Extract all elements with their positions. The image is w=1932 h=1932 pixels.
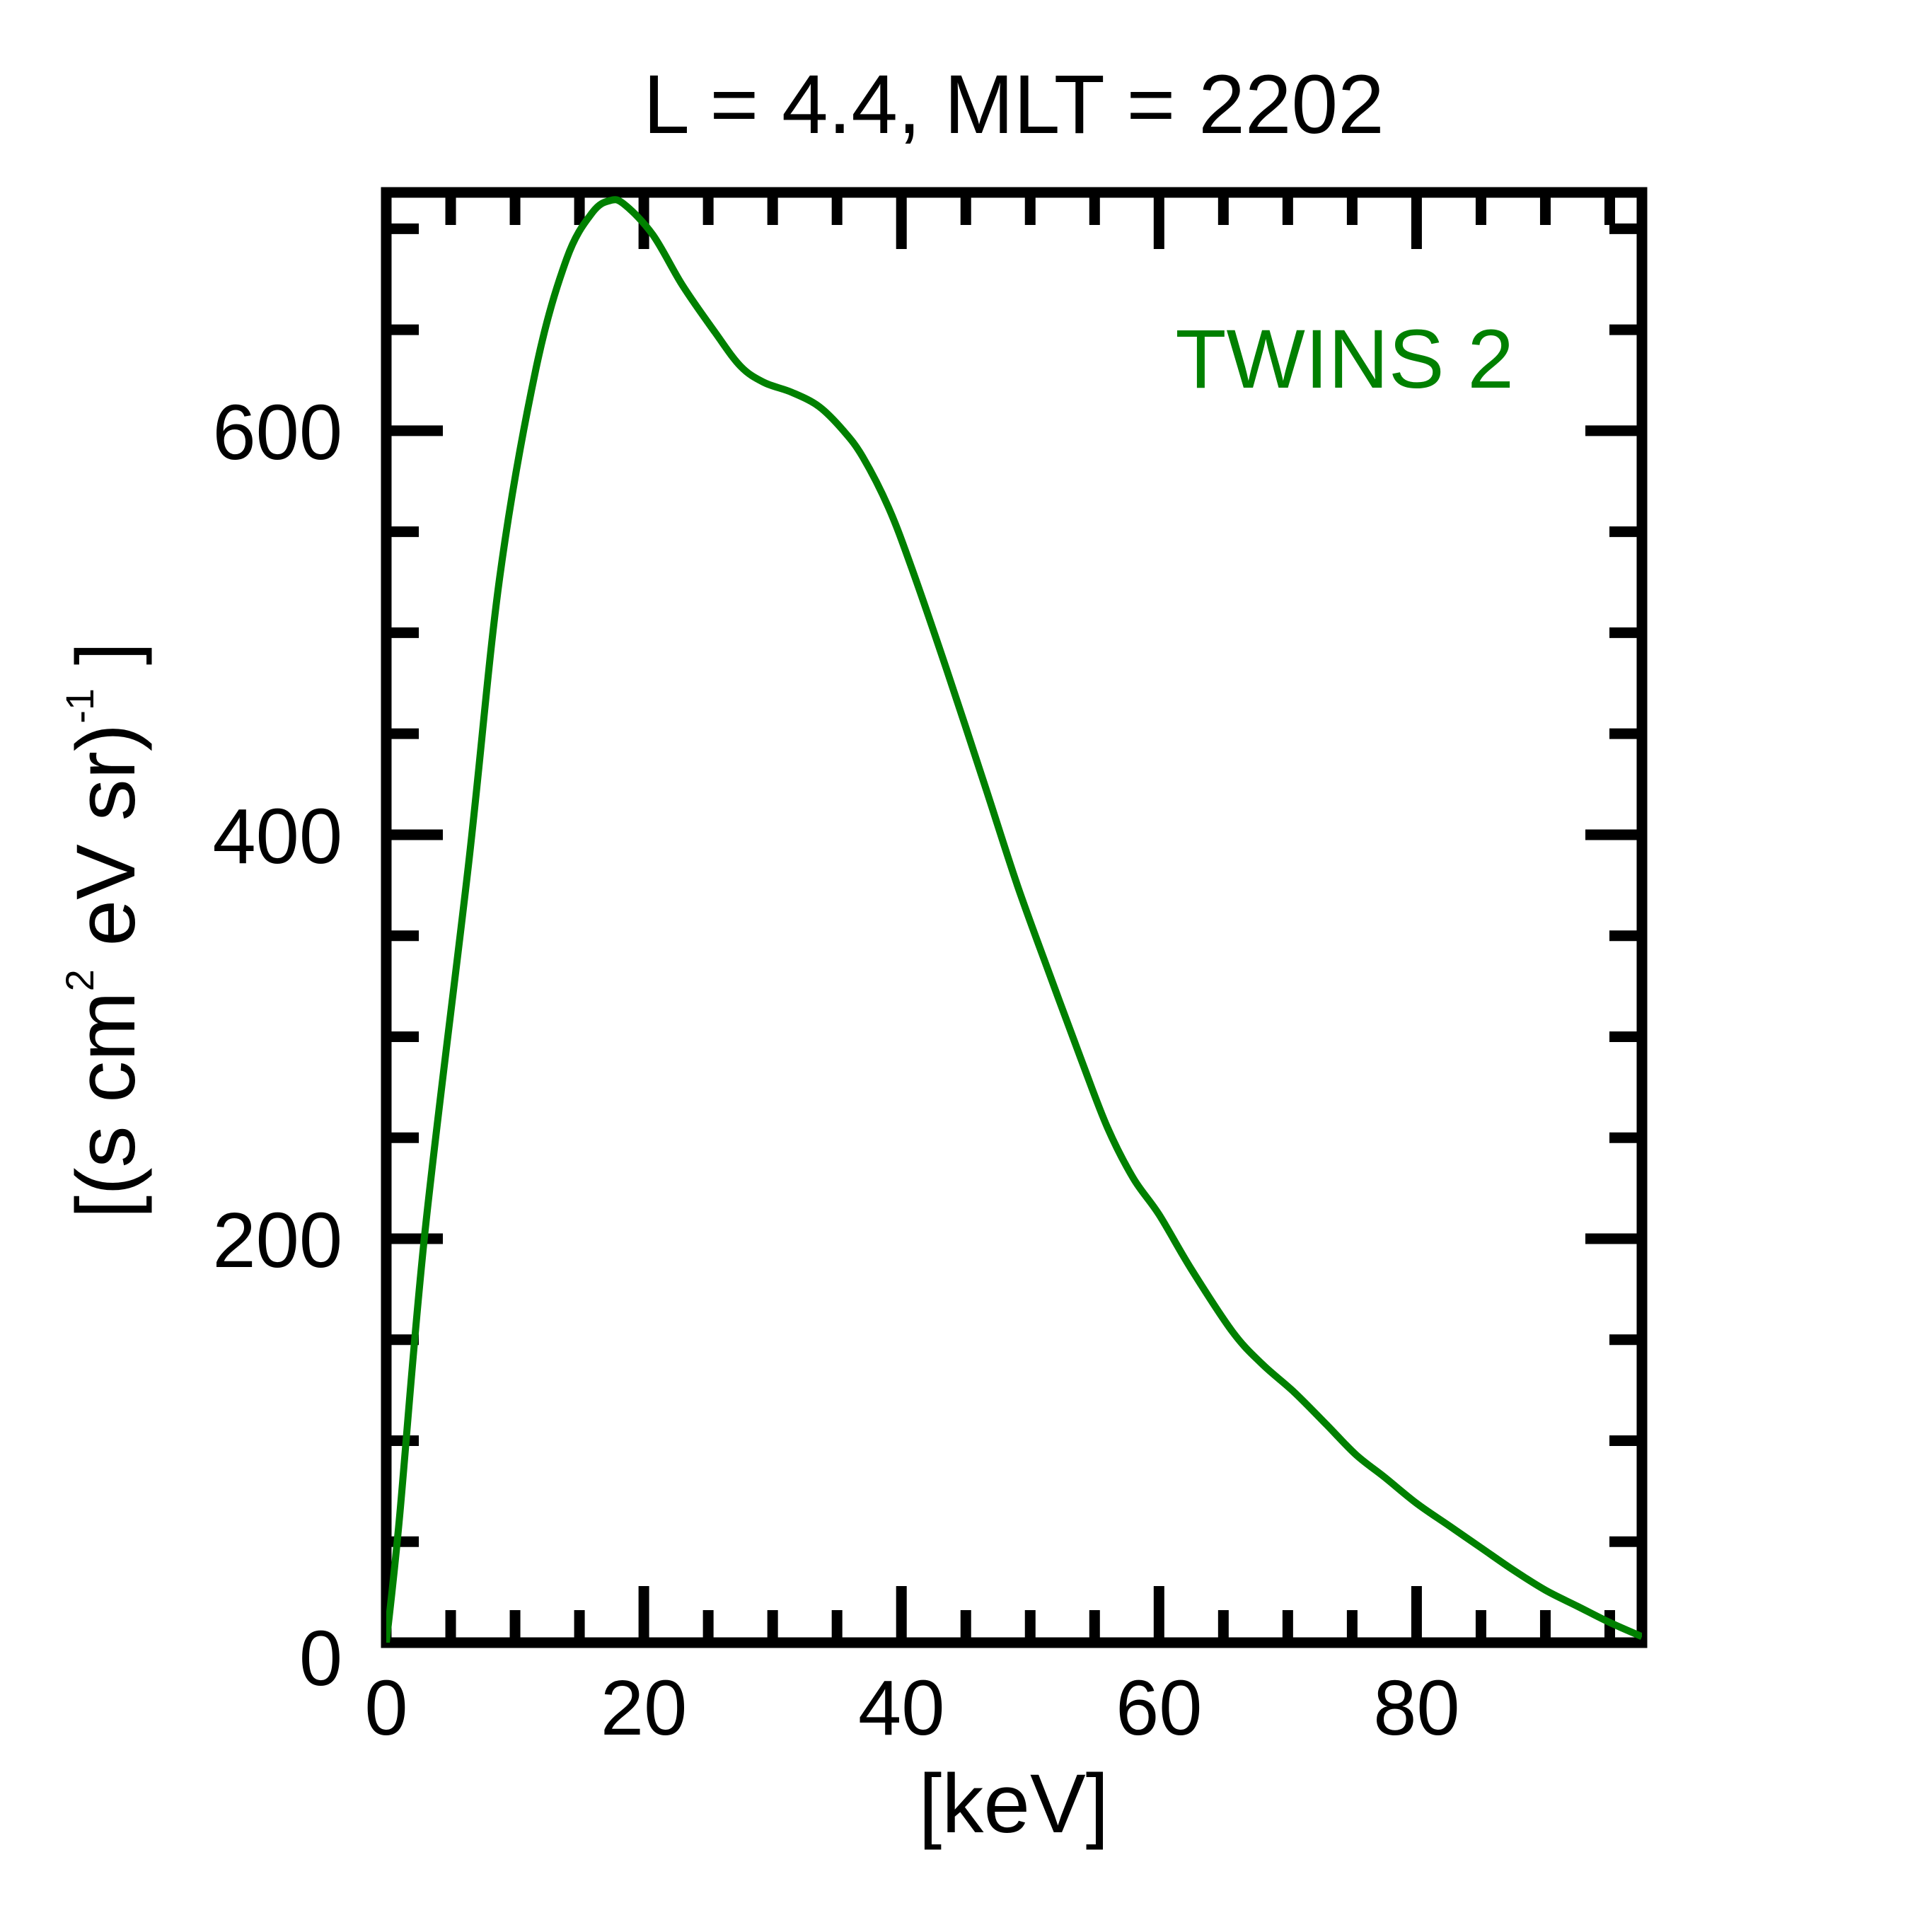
series-layer xyxy=(386,196,1642,1643)
plot-border xyxy=(381,187,1648,1648)
series-line-twins-2 xyxy=(386,196,1642,1643)
x-tick-label: 20 xyxy=(601,1665,687,1752)
y-axis-ticks xyxy=(386,223,1642,1547)
plot-frame xyxy=(381,187,1648,1648)
y-tick-label: 200 xyxy=(212,1197,342,1284)
y-label-suffix: ] xyxy=(59,642,153,688)
x-tick-label: 60 xyxy=(1116,1665,1202,1752)
x-axis-tick-labels: 0 20 40 60 80 xyxy=(364,1665,1459,1752)
chart-title: L = 4.4, MLT = 2202 xyxy=(643,58,1384,151)
x-tick-label: 80 xyxy=(1373,1665,1459,1752)
y-tick-label: 400 xyxy=(212,793,342,880)
svg-text:[(s cm2 eV sr)-1 ]: [(s cm2 eV sr)-1 ] xyxy=(57,642,153,1218)
x-axis-label: [keV] xyxy=(919,1757,1109,1851)
legend-label-twins-2: TWINS 2 xyxy=(1175,313,1514,406)
y-label-middle: eV sr) xyxy=(59,724,153,970)
y-tick-label: 600 xyxy=(212,389,342,476)
y-tick-label: 0 xyxy=(299,1615,342,1702)
y-label-prefix: [(s cm xyxy=(59,991,153,1218)
y-label-sup2: -1 xyxy=(57,688,102,724)
y-label-sup1: 2 xyxy=(57,969,102,991)
y-axis-label: [(s cm2 eV sr)-1 ] xyxy=(57,642,153,1218)
x-axis-ticks xyxy=(445,192,1615,1643)
x-tick-label: 0 xyxy=(364,1665,407,1752)
x-tick-label: 40 xyxy=(858,1665,944,1752)
y-axis-tick-labels: 0 200 400 600 xyxy=(212,389,342,1702)
